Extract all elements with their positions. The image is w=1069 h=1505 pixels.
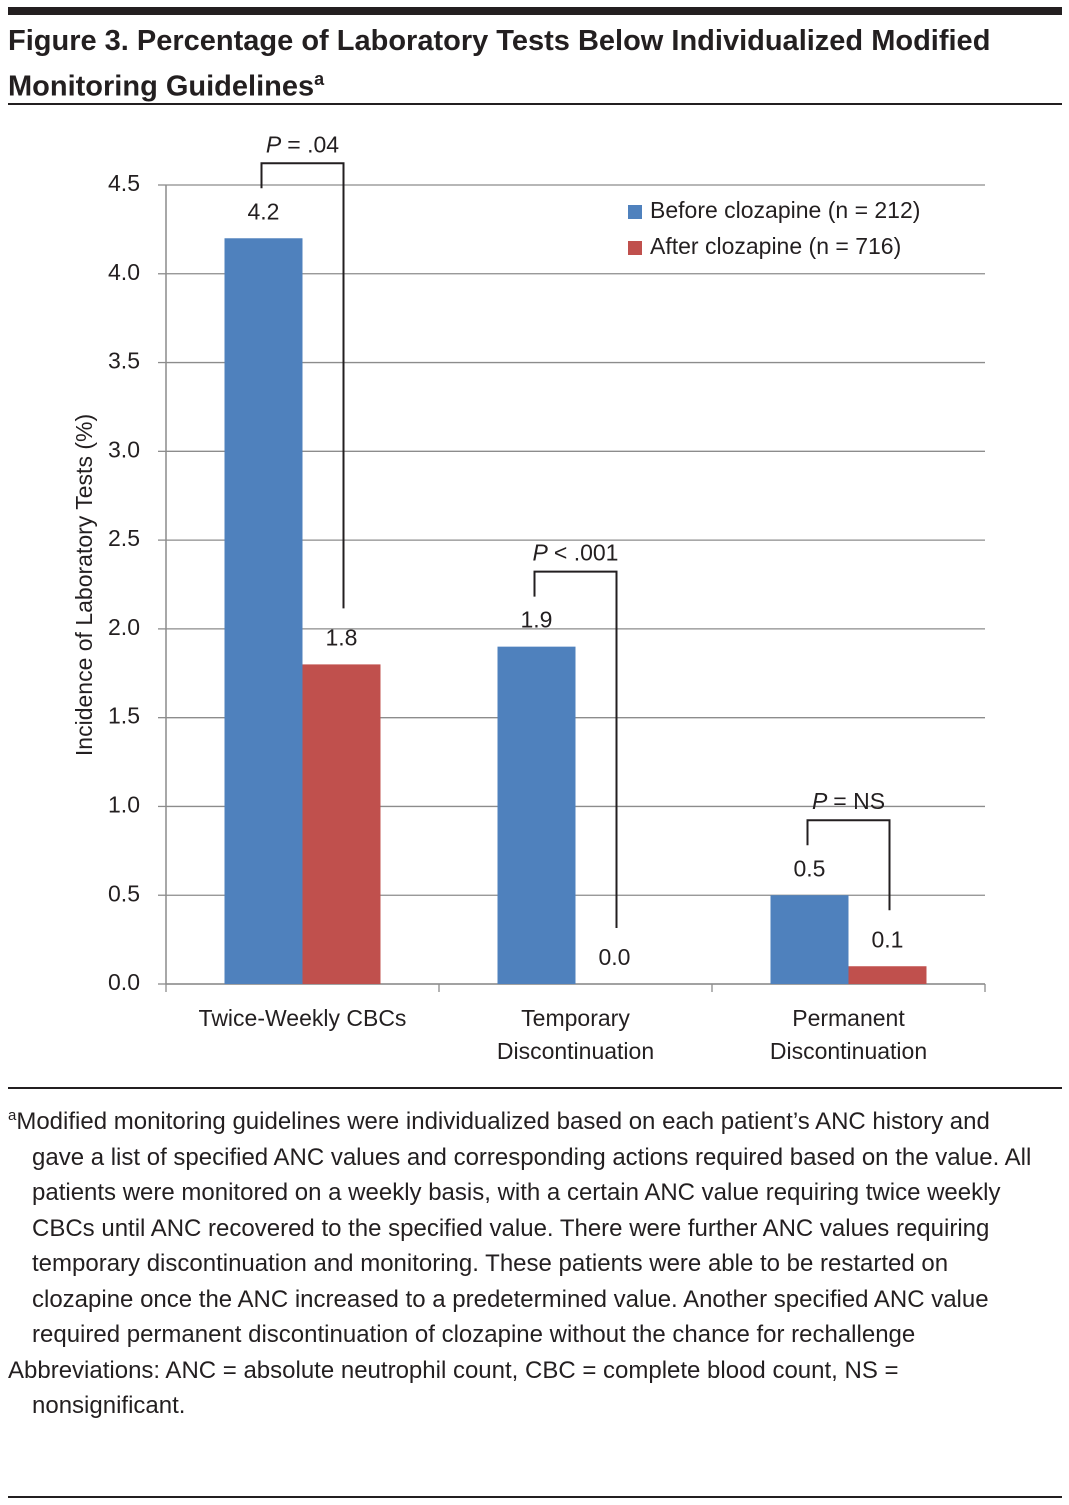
value-label: 1.8	[326, 624, 358, 650]
chart: Incidence of Laboratory Tests (%) 0.0 0.5…	[71, 131, 986, 995]
y-tick-label: 4.5	[108, 170, 140, 196]
p-value: P < .001	[533, 540, 619, 566]
value-label: 0.0	[599, 944, 631, 970]
bar	[497, 646, 576, 984]
y-axis-title: Incidence of Laboratory Tests (%)	[71, 414, 97, 756]
footnote-text: Modified monitoring guidelines were indi…	[16, 1108, 1032, 1348]
p-value: P = NS	[812, 788, 885, 814]
y-tick-label: 0.5	[108, 880, 140, 906]
bar	[848, 966, 927, 984]
bar	[770, 895, 849, 984]
x-tick-label: Permanent Discontinuation	[769, 1005, 928, 1064]
y-tick-label: 1.5	[108, 703, 140, 729]
legend-swatch	[628, 205, 642, 219]
top-bar	[8, 7, 1062, 15]
title-superscript: a	[314, 69, 325, 89]
y-tick-label: 1.0	[108, 792, 140, 818]
bottom-rule	[8, 1496, 1062, 1498]
p-symbol: P	[266, 131, 282, 157]
value-label: 4.2	[248, 198, 280, 224]
footnote: aModified monitoring guidelines were ind…	[8, 1098, 1048, 1353]
p-text: = NS	[833, 788, 885, 814]
value-label: 0.5	[794, 855, 826, 881]
y-tick-label: 2.0	[108, 614, 140, 640]
x-tick-label: Twice-Weekly CBCs	[198, 1005, 407, 1031]
y-tick-label: 3.5	[108, 348, 140, 374]
p-symbol: P	[533, 540, 549, 566]
p-symbol: P	[812, 788, 828, 814]
footnote-rule	[8, 1087, 1062, 1089]
value-label: 0.1	[872, 926, 904, 952]
abbreviations: Abbreviations: ANC = absolute neutrophil…	[8, 1356, 899, 1420]
y-tick-label: 2.5	[108, 525, 140, 551]
x-tick-label: Temporary Discontinuation	[496, 1005, 655, 1064]
p-value: P = .04	[266, 131, 339, 157]
footnotes: aModified monitoring guidelines were ind…	[8, 1098, 1048, 1424]
significance-bracket	[806, 819, 891, 911]
bar	[224, 238, 303, 984]
value-label: 1.9	[521, 607, 553, 633]
bar	[302, 664, 381, 984]
p-text: < .001	[554, 540, 619, 566]
significance-bracket	[260, 162, 345, 609]
legend-label: After clozapine (n = 716)	[650, 233, 901, 259]
significance-bracket	[533, 570, 618, 928]
title-text: Figure 3. Percentage of Laboratory Tests…	[8, 25, 991, 103]
legend-swatch	[628, 241, 642, 255]
title-rule	[8, 103, 1062, 105]
figure-title: Figure 3. Percentage of Laboratory Tests…	[8, 22, 1058, 106]
legend-label: Before clozapine (n = 212)	[650, 197, 920, 223]
footnote-marker: a	[8, 1107, 17, 1124]
y-tick-label: 4.0	[108, 259, 140, 285]
y-tick-label: 3.0	[108, 436, 140, 462]
y-tick-label: 0.0	[108, 969, 140, 995]
p-text: = .04	[287, 131, 339, 157]
